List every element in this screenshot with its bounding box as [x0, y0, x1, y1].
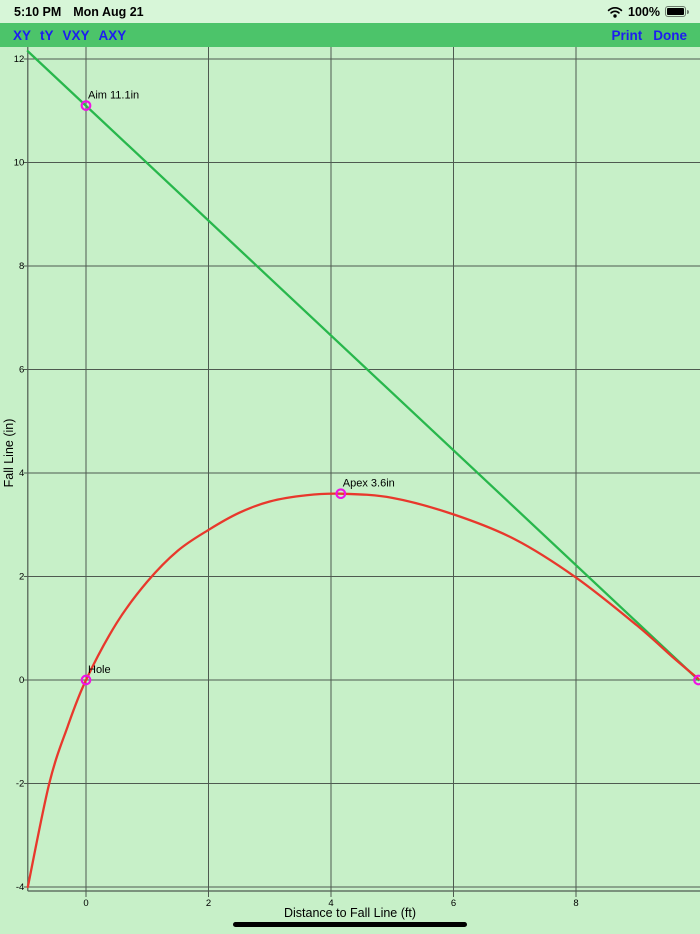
- xy-button[interactable]: XY: [13, 27, 32, 43]
- axy-button[interactable]: AXY: [98, 27, 127, 43]
- wifi-icon: [607, 6, 623, 18]
- y-axis-title: Fall Line (in): [2, 418, 16, 488]
- clock-time: 5:10 PM: [14, 4, 62, 19]
- y-tick-label: 10: [14, 158, 25, 169]
- battery-icon: [665, 6, 689, 17]
- apex-point[interactable]: [335, 488, 347, 500]
- grid-lines: [27, 47, 700, 891]
- toolbar-right-group: Print Done: [611, 28, 700, 43]
- battery-percent: 100%: [628, 4, 660, 19]
- hole-point-label: Hole: [88, 664, 111, 676]
- clock-date: Mon Aug 21: [73, 4, 144, 19]
- y-tick-label: 8: [19, 261, 24, 272]
- y-tick-label: -2: [16, 779, 24, 790]
- done-button[interactable]: Done: [653, 27, 687, 43]
- toolbar: XY tY VXY AXY Print Done: [0, 23, 700, 47]
- status-bar: 5:10 PM Mon Aug 21 100%: [0, 0, 700, 23]
- apex-point-label: Apex 3.6in: [343, 478, 395, 490]
- x-tick-label: 4: [328, 898, 333, 909]
- x-tick-label: 2: [206, 898, 211, 909]
- axis-lines: [23, 47, 700, 897]
- hole-point[interactable]: [80, 674, 92, 686]
- y-tick-label: 6: [19, 365, 24, 376]
- tick-labels: -4 -2 0 2 4 6 8 10 12 0 2 4 6 8: [14, 54, 579, 909]
- y-tick-label: 2: [19, 572, 24, 583]
- y-tick-label: -4: [16, 882, 24, 893]
- y-tick-label: 0: [19, 675, 24, 686]
- x-axis-title: Distance to Fall Line (ft): [284, 906, 416, 920]
- point-labels: Aim 11.1in Apex 3.6in Hole: [88, 90, 395, 676]
- y-tick-label: 4: [19, 468, 24, 479]
- x-tick-label: 8: [573, 898, 578, 909]
- aim-point[interactable]: [80, 100, 92, 111]
- x-tick-label: 0: [83, 898, 88, 909]
- x-tick-label: 6: [451, 898, 456, 909]
- chart-markers: [80, 100, 700, 686]
- ball-point[interactable]: [693, 674, 700, 686]
- y-tick-label: 12: [14, 54, 25, 65]
- putt-break-chart[interactable]: -4 -2 0 2 4 6 8 10 12 0 2 4 6 8 Aim 11.1in Apex 3.6in H…: [0, 47, 700, 934]
- aim-line: [26, 50, 700, 682]
- vxy-button[interactable]: VXY: [62, 27, 90, 43]
- print-button[interactable]: Print: [611, 27, 643, 43]
- toolbar-left-group: XY tY VXY AXY: [0, 28, 126, 43]
- status-bar-right: 100%: [607, 5, 700, 19]
- ty-button[interactable]: tY: [40, 27, 54, 43]
- status-bar-left: 5:10 PM Mon Aug 21: [0, 5, 144, 19]
- putt-path: [26, 492, 700, 889]
- chart-series: [26, 50, 700, 889]
- aim-point-label: Aim 11.1in: [88, 90, 139, 102]
- home-indicator[interactable]: [233, 922, 467, 927]
